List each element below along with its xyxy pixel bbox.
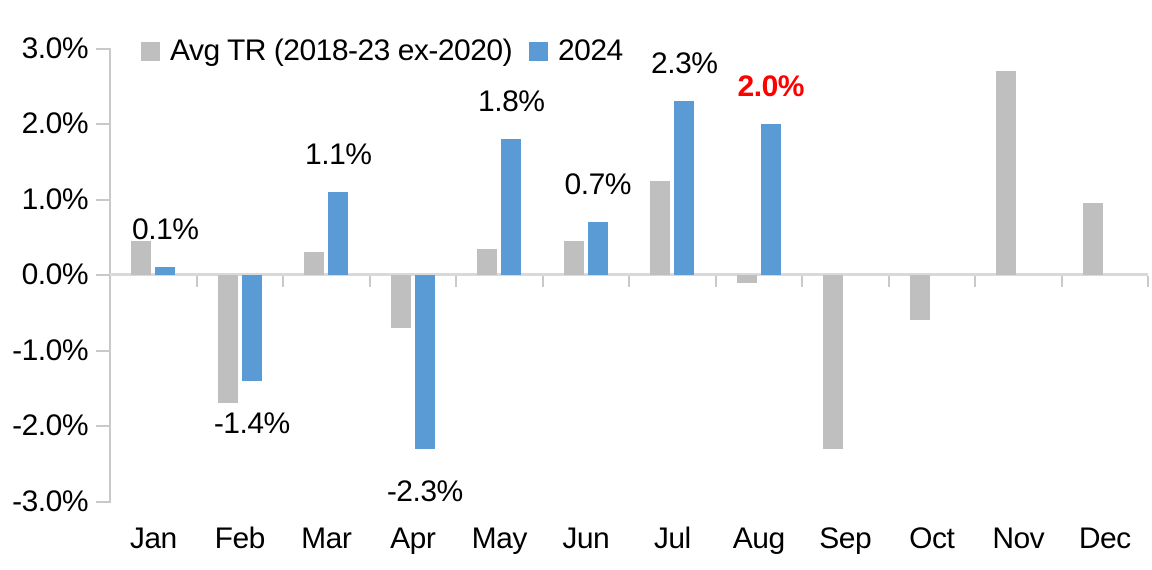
data-label-jan: 0.1% — [132, 213, 199, 247]
category-tick — [714, 276, 717, 287]
bar-2024-may — [501, 139, 522, 275]
x-axis-zero-line — [110, 273, 1148, 276]
legend-swatch-2024 — [529, 42, 548, 61]
data-label-mar: 1.1% — [305, 137, 372, 171]
month-label-nov: Nov — [992, 522, 1045, 555]
category-tick — [455, 276, 457, 287]
bar-avg-nov — [996, 71, 1017, 275]
bar-2024-apr — [414, 275, 435, 449]
bar-avg-oct — [909, 275, 930, 321]
category-tick — [887, 276, 890, 287]
y-axis-label: 2.0% — [21, 107, 89, 140]
category-tick — [801, 276, 803, 287]
bar-avg-feb — [217, 275, 238, 404]
bar-2024-jan — [155, 267, 176, 275]
legend-swatch-avg-tr — [141, 42, 160, 61]
month-label-aug: Aug — [732, 522, 785, 555]
y-axis-label: -2.0% — [12, 409, 88, 442]
bar-2024-mar — [328, 191, 349, 275]
y-axis-tick — [96, 500, 110, 503]
month-label-feb: Feb — [214, 522, 266, 555]
y-axis-tick — [96, 274, 110, 276]
data-label-feb: -1.4% — [213, 406, 290, 440]
legend-item-avg-tr: Avg TR (2018-23 ex-2020) — [141, 34, 513, 67]
bar-avg-mar — [304, 252, 325, 275]
y-axis-tick — [96, 123, 110, 125]
category-tick — [109, 276, 111, 287]
data-label-aug: 2.0% — [737, 70, 805, 103]
y-axis-label: 3.0% — [21, 31, 89, 65]
legend-label-2024: 2024 — [558, 34, 623, 67]
bar-avg-jun — [563, 241, 584, 275]
legend-item-2024: 2024 — [529, 36, 623, 66]
category-tick — [282, 276, 284, 287]
data-label-may: 1.8% — [478, 85, 545, 119]
category-tick — [195, 276, 198, 287]
bar-avg-jan — [131, 241, 152, 275]
month-label-mar: Mar — [301, 522, 352, 555]
category-tick — [368, 276, 371, 287]
y-axis-tick — [96, 47, 110, 50]
bar-2024-feb — [241, 275, 262, 381]
y-axis-tick — [96, 349, 110, 352]
month-label-may: May — [471, 522, 528, 555]
bar-2024-aug — [760, 124, 781, 275]
month-label-oct: Oct — [909, 522, 955, 555]
month-label-dec: Dec — [1078, 522, 1131, 555]
y-axis-tick — [96, 198, 110, 201]
data-label-apr: -2.3% — [386, 474, 463, 508]
bar-avg-apr — [390, 275, 411, 328]
bar-avg-aug — [736, 275, 757, 283]
month-label-jan: Jan — [129, 522, 177, 555]
category-tick — [974, 276, 976, 287]
category-tick — [1147, 276, 1149, 287]
bar-2024-jul — [674, 101, 695, 275]
bar-avg-dec — [1082, 203, 1103, 275]
data-label-jun: 0.7% — [564, 168, 632, 202]
y-axis-tick — [96, 425, 110, 427]
y-axis-label: 0.0% — [21, 258, 89, 291]
data-label-jul: 2.3% — [651, 47, 718, 81]
month-label-jul: Jul — [653, 522, 691, 555]
month-label-jun: Jun — [562, 522, 610, 555]
y-axis-label: -1.0% — [12, 333, 88, 367]
bar-2024-jun — [587, 222, 608, 275]
bar-avg-sep — [823, 275, 844, 449]
month-label-sep: Sep — [819, 522, 872, 555]
y-axis-label: -3.0% — [12, 484, 88, 518]
bar-avg-may — [477, 248, 498, 275]
legend-label-avg-tr: Avg TR (2018-23 ex-2020) — [170, 34, 513, 67]
category-tick — [628, 276, 630, 287]
category-tick — [541, 276, 544, 287]
y-axis-label: 1.0% — [21, 182, 89, 216]
category-tick — [1060, 276, 1063, 287]
month-label-apr: Apr — [390, 522, 436, 555]
bar-avg-jul — [650, 180, 671, 275]
